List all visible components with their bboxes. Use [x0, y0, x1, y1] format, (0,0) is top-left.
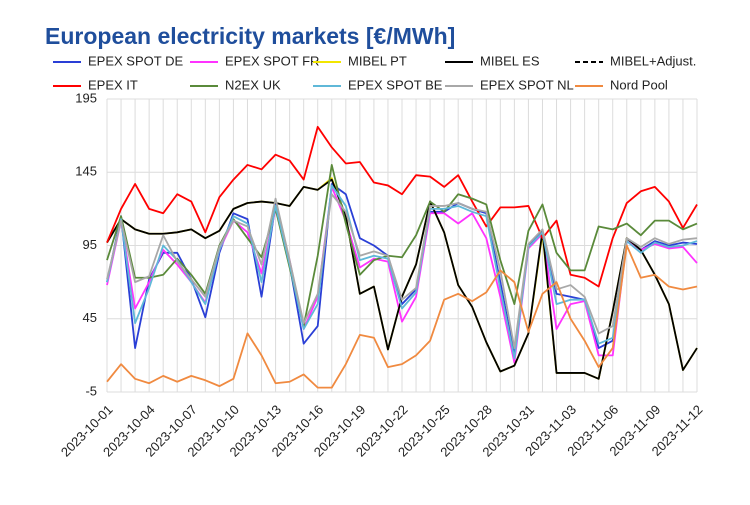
legend-label: Nord Pool — [610, 77, 668, 92]
legend-label: EPEX SPOT NL — [480, 77, 574, 92]
y-tick-label: 145 — [75, 164, 97, 179]
chart-title: European electricity markets [€/MWh] — [45, 23, 455, 49]
y-tick-label: -5 — [85, 383, 97, 398]
y-tick-label: 45 — [83, 310, 97, 325]
series-line — [106, 184, 698, 360]
series-line — [106, 183, 698, 357]
series-line — [106, 125, 698, 288]
legend-label: MIBEL PT — [348, 53, 407, 68]
legend-label: MIBEL+Adjust. — [610, 53, 696, 68]
legend-label: EPEX SPOT BE — [348, 77, 443, 92]
y-tick-label: 95 — [83, 237, 97, 252]
legend-label: N2EX UK — [225, 77, 281, 92]
legend-label: EPEX SPOT DE — [88, 53, 183, 68]
y-tick-label: 195 — [75, 90, 97, 105]
series-line — [106, 193, 698, 349]
series-line — [106, 244, 698, 389]
legend-label: EPEX IT — [88, 77, 138, 92]
legend-label: EPEX SPOT FR — [225, 53, 319, 68]
legend-label: MIBEL ES — [480, 53, 540, 68]
